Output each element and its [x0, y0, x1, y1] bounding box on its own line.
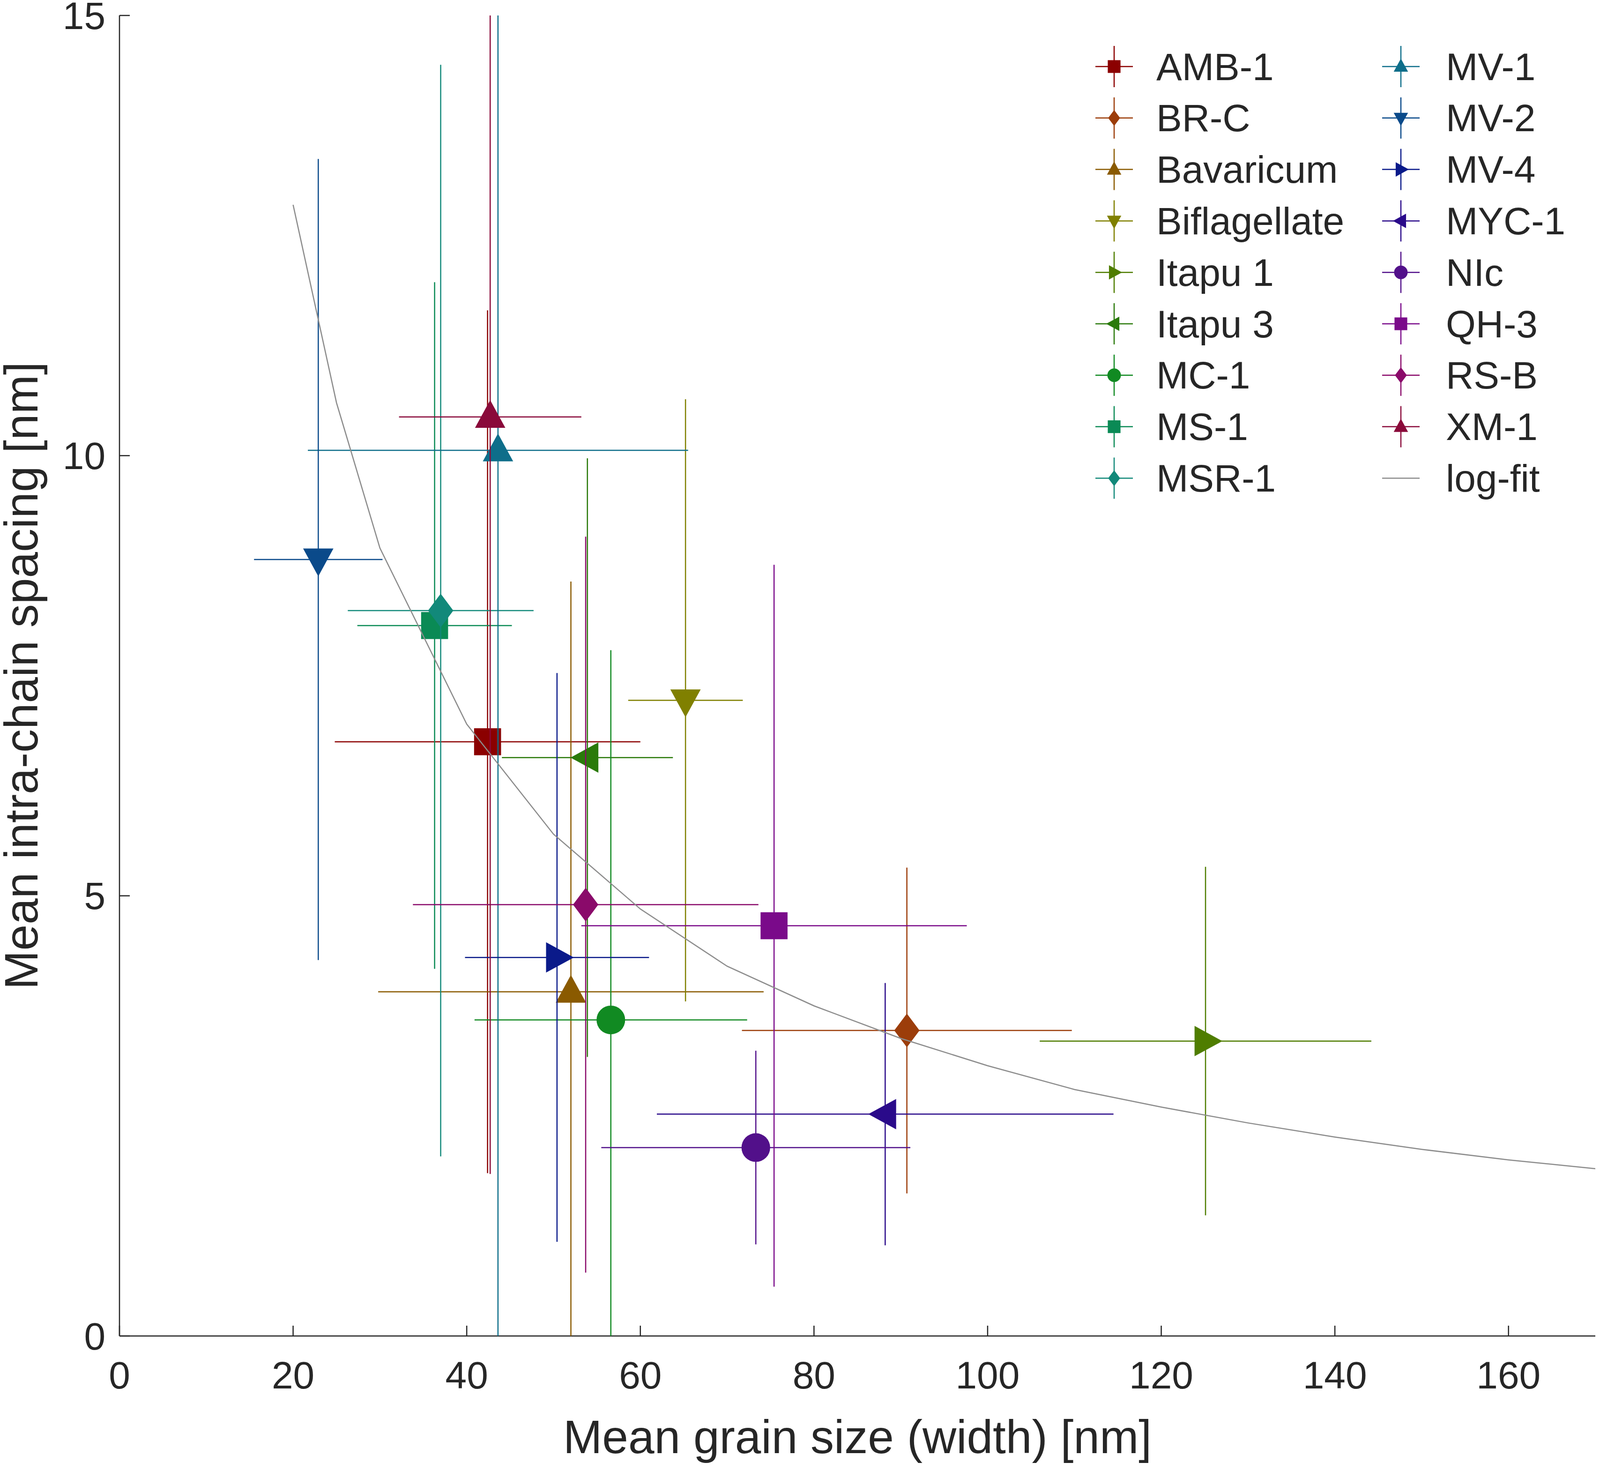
y-tick-label: 15: [62, 0, 106, 38]
x-tick: [640, 1325, 642, 1336]
x-tick: [1334, 1325, 1336, 1336]
x-tick: [813, 1325, 815, 1336]
legend-marker: [1395, 162, 1409, 177]
point: [894, 1013, 920, 1048]
fit-line: [293, 204, 1596, 1169]
y-error-bar: [610, 650, 612, 1336]
point: [596, 1005, 626, 1035]
legend-label: QH-3: [1445, 302, 1538, 346]
legend-label: Itapu 1: [1156, 251, 1274, 294]
y-tick: [119, 1335, 130, 1337]
legend-marker: [1393, 112, 1409, 127]
legend-marker: [1107, 161, 1122, 175]
legend-marker: [1108, 469, 1121, 486]
point: [760, 912, 788, 940]
legend-marker: [1394, 367, 1407, 384]
legend-label: MV-2: [1445, 96, 1536, 140]
point: [670, 689, 701, 717]
legend-marker: [1107, 215, 1122, 229]
legend-label: Bavaricum: [1156, 148, 1338, 191]
x-tick-label: 40: [445, 1353, 489, 1397]
y-error-bar: [497, 15, 499, 1336]
y-axis-line: [119, 15, 121, 1336]
point: [303, 548, 334, 577]
legend-label: log-fit: [1445, 456, 1541, 500]
legend-marker: [1392, 213, 1407, 229]
x-tick-label: 60: [618, 1353, 662, 1397]
y-tick-label: 0: [83, 1314, 106, 1358]
x-tick-label: 80: [792, 1353, 836, 1397]
legend-marker: [1394, 265, 1408, 280]
y-error-bar: [489, 15, 492, 1174]
y-tick: [119, 14, 130, 17]
legend-marker: [1107, 420, 1121, 433]
y-tick: [119, 454, 130, 457]
legend-marker: [1107, 59, 1121, 73]
x-tick: [987, 1325, 989, 1336]
x-tick-label: 160: [1476, 1353, 1541, 1397]
legend-label: MV-1: [1445, 45, 1536, 89]
point: [741, 1132, 771, 1162]
x-tick: [292, 1325, 294, 1336]
x-axis-line: [119, 1335, 1596, 1337]
x-tick-label: 120: [1129, 1353, 1194, 1397]
legend-label: MYC-1: [1445, 199, 1566, 243]
chart: 0 20 40 60 80 100 120 140 160 0 5 10 15 Mean grain si…: [0, 0, 1600, 1470]
x-tick-label: 100: [955, 1353, 1020, 1397]
legend-marker: [1106, 316, 1120, 332]
point: [570, 742, 599, 773]
legend-marker: [1108, 265, 1123, 280]
x-tick: [1507, 1325, 1510, 1336]
legend-marker: [1393, 418, 1409, 432]
legend-label: MSR-1: [1156, 456, 1276, 500]
legend-marker: [1108, 110, 1121, 127]
point: [545, 942, 574, 973]
legend-label: Itapu 3: [1156, 302, 1274, 346]
legend-label: BR-C: [1156, 96, 1251, 140]
x-tick-label: 0: [108, 1353, 131, 1397]
plot-area: [253, 15, 1596, 1336]
x-tick: [119, 1325, 121, 1336]
legend-label: AMB-1: [1156, 45, 1274, 89]
legend-marker: [1393, 58, 1409, 72]
legend-line: [1382, 477, 1420, 479]
point: [868, 1098, 896, 1130]
point: [555, 974, 587, 1003]
legend-label: NIc: [1445, 251, 1504, 294]
y-tick: [119, 894, 130, 897]
legend-label: MV-4: [1445, 148, 1536, 191]
legend: AMB-1 BR-C Bavaricum Biflagellate Itapu 1 Ita…: [1095, 45, 1566, 500]
legend-label: Biflagellate: [1156, 199, 1345, 243]
point: [475, 400, 506, 428]
y-tick-label: 5: [83, 874, 106, 917]
background: [0, 0, 1600, 1470]
legend-marker: [1394, 317, 1407, 330]
x-tick-label: 20: [271, 1353, 315, 1397]
x-tick: [1160, 1325, 1162, 1336]
x-tick-label: 140: [1302, 1353, 1368, 1397]
legend-label: RS-B: [1445, 353, 1538, 397]
point: [482, 433, 514, 462]
point: [573, 887, 599, 922]
legend-label: XM-1: [1445, 405, 1538, 448]
point: [1194, 1025, 1223, 1057]
point: [428, 593, 454, 628]
legend-label: MC-1: [1156, 353, 1251, 397]
y-tick-label: 10: [62, 434, 106, 477]
y-axis-label: Mean intra-chain spacing [nm]: [0, 361, 48, 990]
legend-marker: [1107, 368, 1122, 382]
x-axis-label: Mean grain size (width) [nm]: [563, 1410, 1152, 1463]
x-tick: [466, 1325, 468, 1336]
legend-label: MS-1: [1156, 405, 1249, 448]
